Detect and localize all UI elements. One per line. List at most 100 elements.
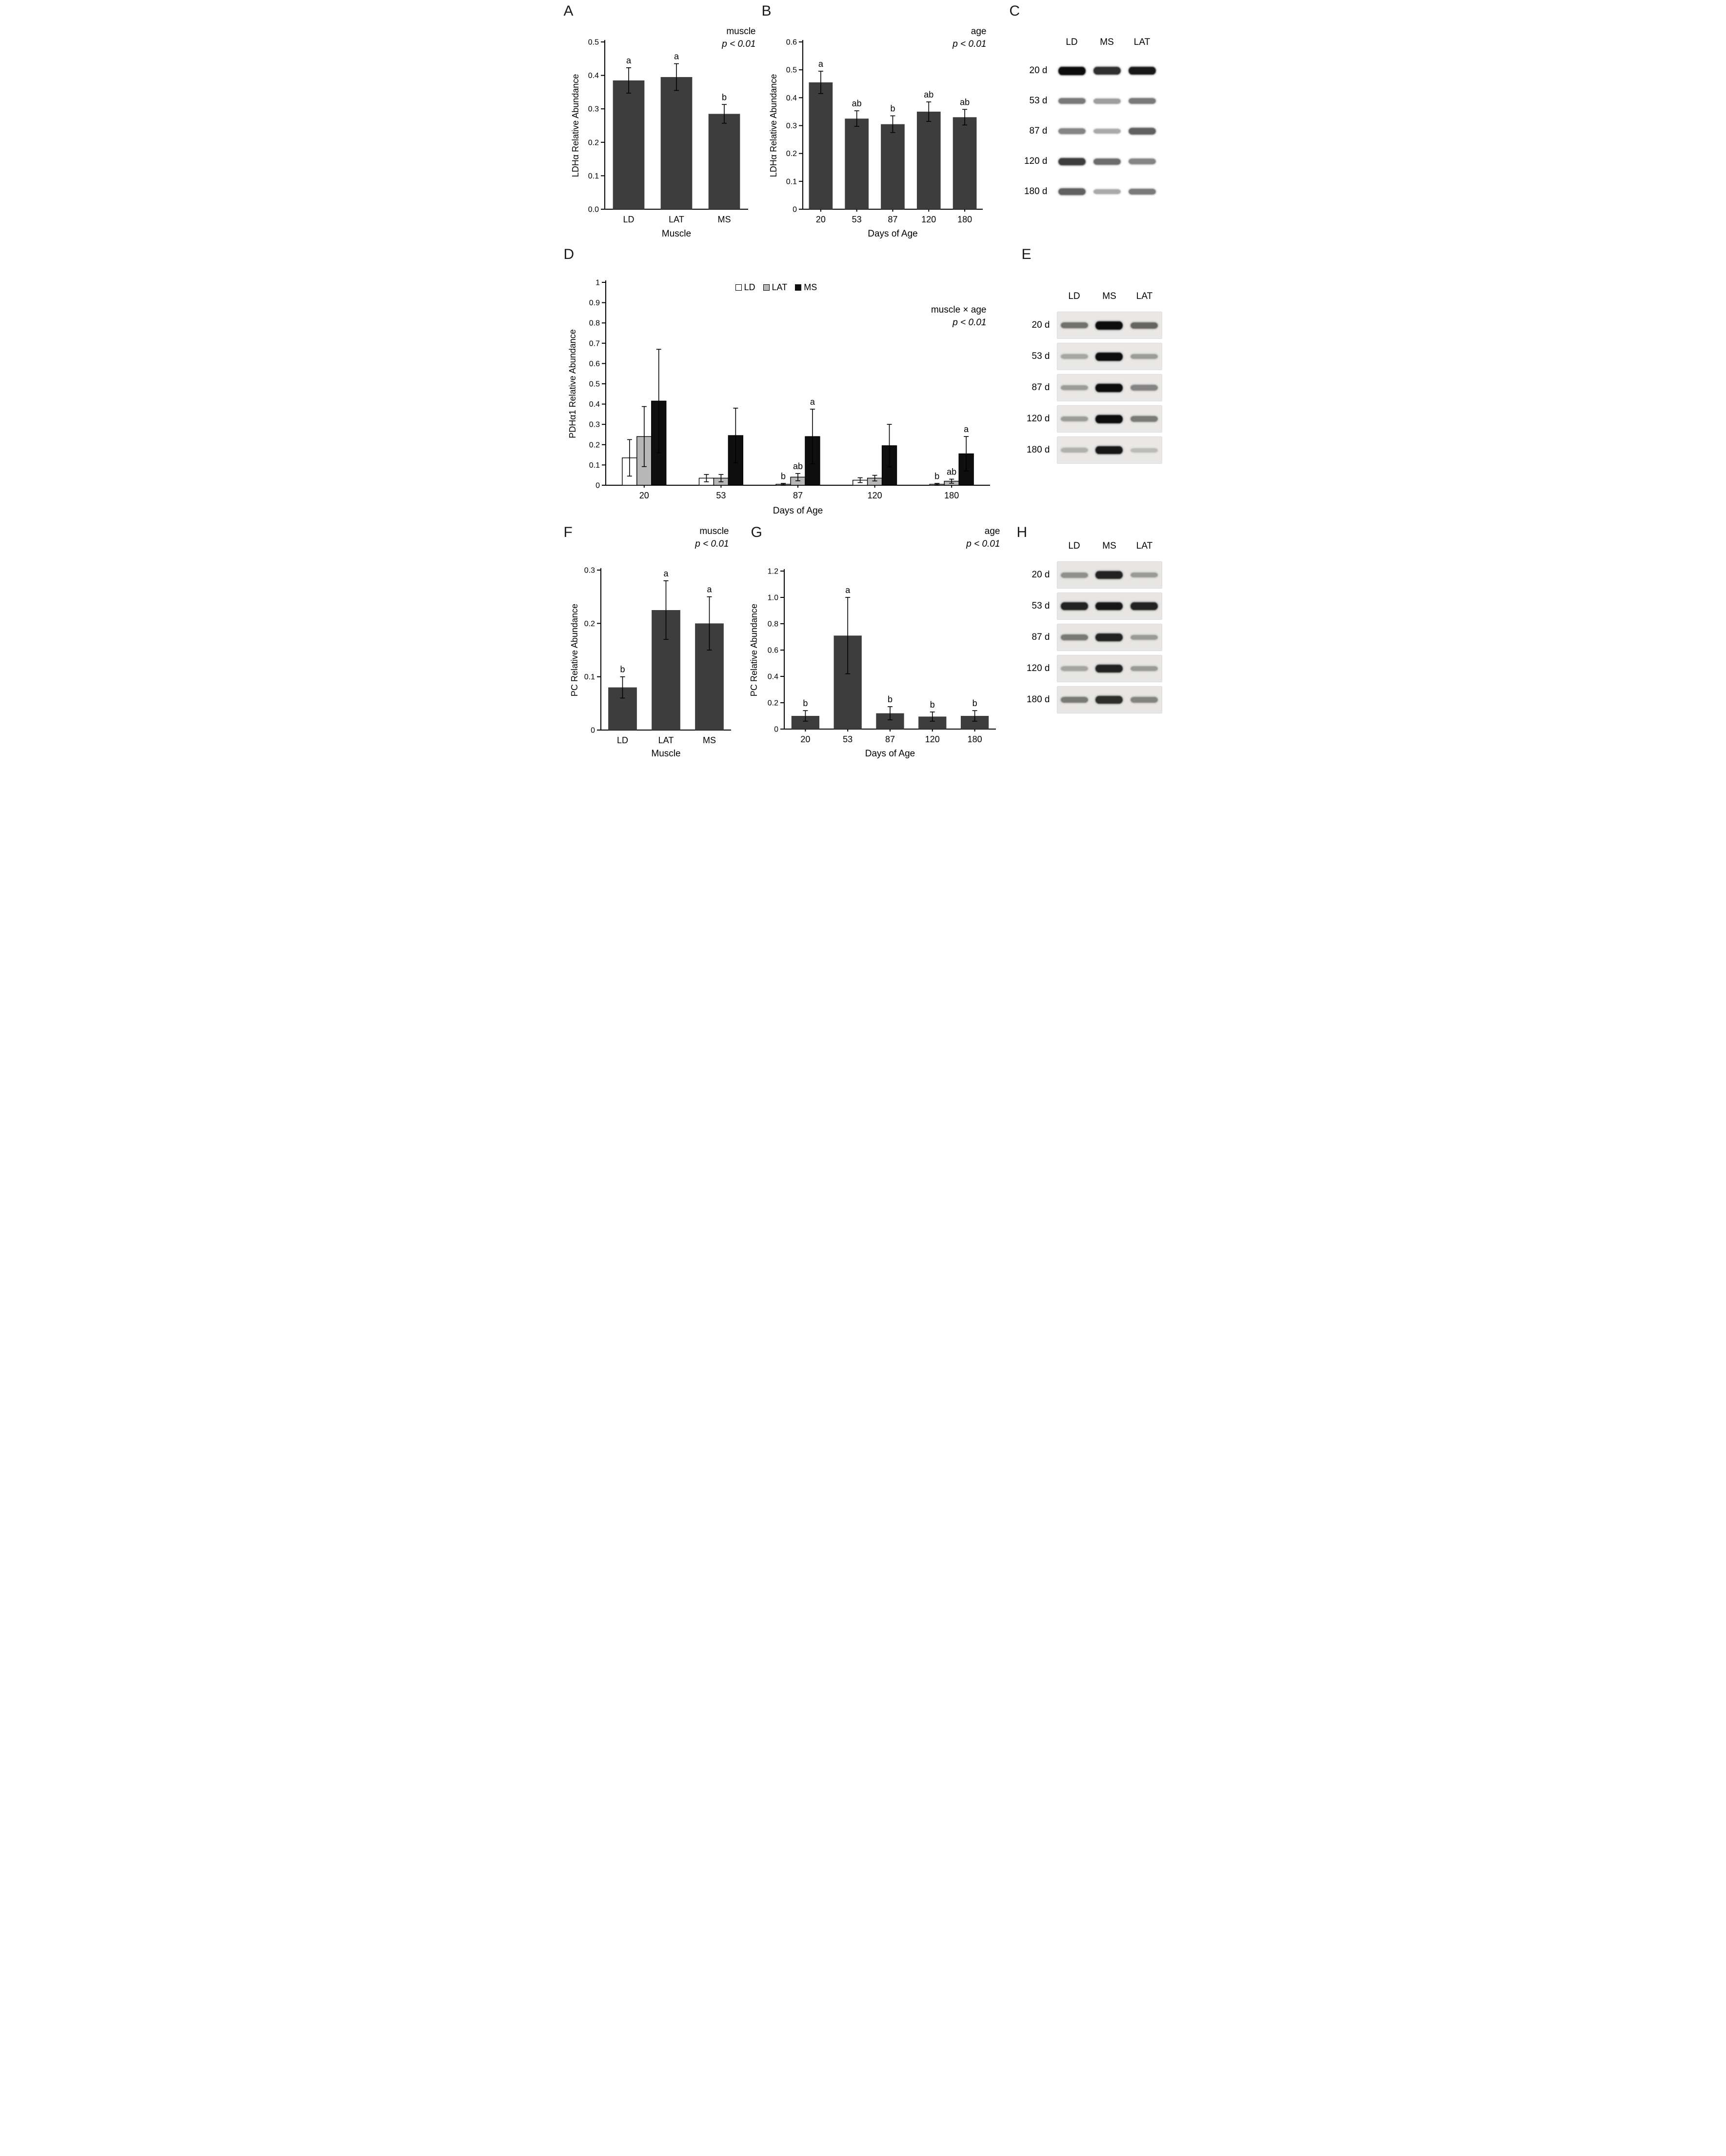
blot-lane [1127,624,1161,651]
blot-lane [1057,374,1092,401]
blot-row-label: 20 d [1032,320,1050,330]
blot-strip [1056,436,1162,464]
blot-band [1128,66,1156,75]
svg-text:0: 0 [793,206,797,214]
blot-band [1130,448,1158,453]
svg-text:0.2: 0.2 [767,699,778,708]
svg-text:0.0: 0.0 [588,206,598,214]
blot-column-header: LAT [1136,541,1153,551]
blot-lane [1092,374,1127,401]
blot-band [1061,634,1089,640]
svg-text:0.9: 0.9 [589,299,599,307]
blot-lane [1127,343,1161,370]
svg-text:0.8: 0.8 [767,620,778,629]
svg-text:MS: MS [717,215,731,224]
svg-text:a: a [674,52,679,61]
blot-header: LD MS LAT [1008,541,1162,552]
svg-text:180: 180 [957,215,972,224]
svg-text:120: 120 [867,491,882,500]
svg-text:20: 20 [800,734,810,744]
blot-row: 180 d [1008,436,1162,464]
svg-text:b: b [887,694,892,704]
blot-band [1095,321,1123,330]
blot-band [1058,188,1086,195]
blot-band [1130,385,1158,391]
svg-text:LAT: LAT [669,215,684,224]
blot-column-header: LD [1068,291,1080,301]
blot-band [1058,158,1086,165]
svg-text:b: b [934,471,939,481]
blot-band [1095,571,1123,579]
figure-canvas: A muscle p < 0.01 0.0 0.1 0.2 0.3 0.4 0.5 LDHα… [560,0,1166,763]
svg-text:ab: ab [793,461,802,471]
legend-label-lat: LAT [772,282,788,292]
svg-text:0.4: 0.4 [786,94,796,102]
blot-lane [1125,58,1160,84]
svg-text:0.3: 0.3 [786,122,796,130]
panel-g: G age p < 0.01 0 0.2 0.4 0.6 0.8 1.0 1.2 PC Rel… [745,524,1006,763]
blot-row-label: 180 d [1026,694,1050,705]
blot-lane [1054,58,1090,84]
annotation-pvalue: p < 0.01 [722,39,756,49]
blot-lane [1092,343,1127,370]
blot-row-label: 53 d [1032,351,1050,361]
svg-text:53: 53 [852,215,861,224]
svg-text:0.1: 0.1 [584,673,595,681]
svg-text:0.5: 0.5 [589,380,599,389]
blot-lane [1054,178,1090,205]
blot-band [1130,354,1158,359]
blot-column-header: MS [1102,291,1116,301]
svg-text:20: 20 [639,491,649,500]
chart-pc-by-age: 0 0.2 0.4 0.6 0.8 1.0 1.2 PC Relative Abundance… [749,568,996,759]
blot-band [1093,98,1121,104]
blot-lane [1092,593,1127,620]
blot-lane [1092,624,1127,651]
svg-text:b: b [803,698,808,708]
annotation-pvalue: p < 0.01 [695,538,729,549]
blot-lane [1125,88,1160,114]
svg-text:Days of Age: Days of Age [868,229,917,239]
panel-f-letter: F [563,524,573,540]
svg-text:0.1: 0.1 [589,461,599,470]
blot-band [1095,696,1123,704]
legend-item-ld: LD [735,282,755,293]
panel-c: C LD MS LAT 20 d 53 d 87 d 120 d 180 d [999,3,1165,247]
panel-e: E LD MS LAT 20 d 53 d 87 d 120 d 180 d [1007,246,1164,522]
blot-band [1058,128,1086,134]
blot-band [1128,188,1156,195]
blot-strip [1056,593,1162,620]
svg-text:ab: ab [947,467,956,477]
blot-row: 180 d [1008,686,1162,713]
svg-text:Days of Age: Days of Age [865,749,914,759]
svg-text:Muscle: Muscle [661,229,691,239]
svg-text:PDHα1 Relative Abundance: PDHα1 Relative Abundance [568,329,577,438]
blot-band [1061,354,1089,359]
blot-strip [1054,178,1160,205]
legend-swatch-ms [795,284,802,291]
blot-row-label: 20 d [1032,570,1050,580]
blot-row-label: 120 d [1026,663,1050,673]
legend-swatch-lat [763,284,770,291]
annotation-stat: muscle [726,26,756,37]
blot-row: 53 d [1008,343,1162,370]
blot-lane [1092,312,1127,339]
svg-text:0.1: 0.1 [786,178,796,186]
blot-band [1130,416,1158,422]
blot-lane [1090,178,1125,205]
panel-a-letter: A [563,3,574,19]
blot-lane [1127,655,1161,682]
blot-strip [1056,312,1162,339]
blot-band [1061,448,1089,453]
svg-text:a: a [663,569,669,578]
blot-row-label: 53 d [1029,96,1048,106]
svg-text:0.2: 0.2 [786,150,796,158]
panel-f: F muscle p < 0.01 0 0.1 0.2 0.3 PC Relative … [564,524,742,763]
svg-text:a: a [810,397,815,407]
blot-row: 20 d [1008,561,1162,589]
blot-column-header: MS [1102,541,1116,551]
panel-a-annotation: muscle p < 0.01 [722,25,755,50]
blot-row: 20 d [1008,312,1162,339]
blot-strip [1056,374,1162,401]
svg-text:b: b [972,698,977,708]
blot-row: 87 d [1006,118,1160,144]
